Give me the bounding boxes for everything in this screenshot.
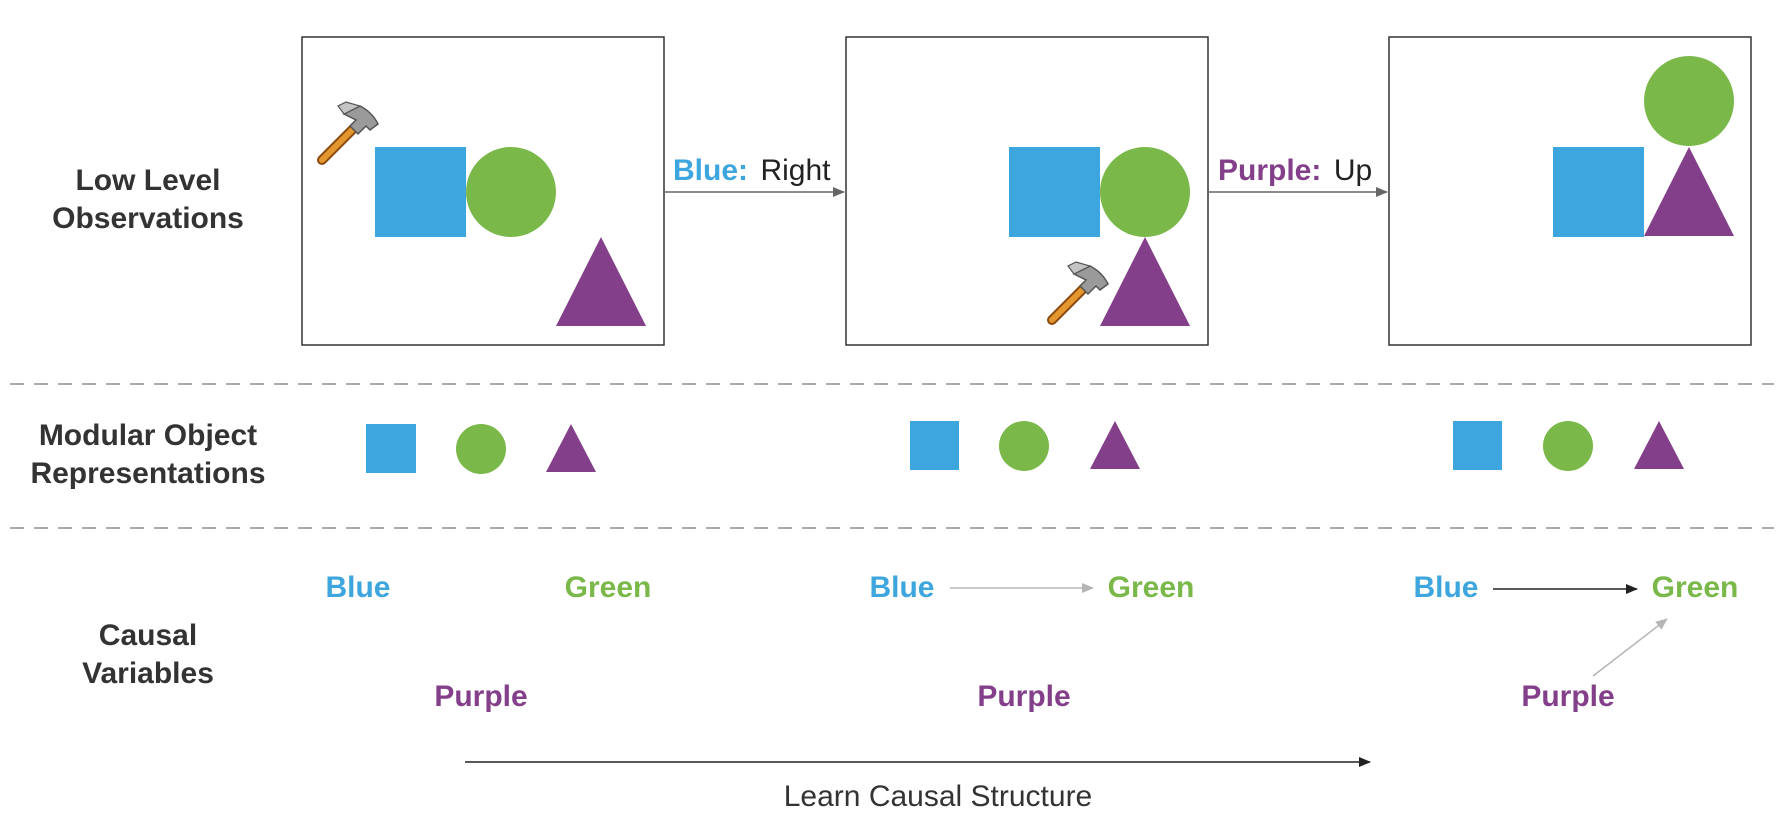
blue-square [375, 147, 466, 237]
row-label-representations-line2: Representations [30, 457, 265, 490]
blue-square [1553, 147, 1644, 237]
variable-green: Green [565, 571, 652, 604]
green-circle [466, 147, 556, 237]
edge-purple-to-green [1592, 618, 1668, 677]
footer-label: Learn Causal Structure [784, 780, 1093, 813]
action-transition-2: Purple: Up [1208, 154, 1388, 197]
variable-green: Green [1108, 571, 1195, 604]
causal-graph-1: Blue Green Purple [325, 571, 651, 713]
object-representation-1 [366, 424, 596, 474]
purple-triangle [1634, 421, 1684, 469]
row-label-observations-line1: Low Level [75, 164, 220, 197]
blue-square [1009, 147, 1100, 237]
green-circle [1543, 421, 1593, 471]
green-circle [1100, 147, 1190, 237]
green-circle [456, 424, 506, 474]
action-direction-1: Right [760, 154, 831, 187]
object-representation-3 [1453, 421, 1684, 471]
variable-blue: Blue [1413, 571, 1478, 604]
green-circle [999, 421, 1049, 471]
purple-triangle [556, 237, 646, 326]
observation-frame-1 [301, 36, 665, 346]
variable-blue: Blue [325, 571, 390, 604]
action-transition-1: Blue: Right [664, 154, 845, 197]
causal-graph-3: Blue Green Purple [1413, 571, 1738, 713]
purple-triangle [546, 424, 596, 472]
purple-triangle [1090, 421, 1140, 469]
variable-purple: Purple [977, 680, 1070, 713]
variable-purple: Purple [1521, 680, 1614, 713]
green-circle [1644, 56, 1734, 146]
blue-square [910, 421, 959, 470]
action-color-1: Blue: [673, 154, 748, 187]
blue-square [366, 424, 416, 473]
object-representation-2 [910, 421, 1140, 471]
row-label-causal-line2: Variables [82, 657, 214, 690]
observation-frame-2 [845, 36, 1209, 346]
purple-triangle [1100, 237, 1190, 326]
action-label-2: Purple: Up [1218, 154, 1372, 187]
action-direction-2: Up [1334, 154, 1372, 187]
action-label-1: Blue: Right [673, 154, 831, 187]
row-label-causal-line1: Causal [99, 619, 197, 652]
variable-blue: Blue [869, 571, 934, 604]
causal-graph-2: Blue Green Purple [869, 571, 1194, 713]
variable-green: Green [1652, 571, 1739, 604]
purple-triangle [1644, 147, 1734, 236]
blue-square [1453, 421, 1502, 470]
row-label-observations-line2: Observations [52, 202, 244, 235]
action-color-2: Purple: [1218, 154, 1321, 187]
variable-purple: Purple [434, 680, 527, 713]
observation-frame-3 [1388, 36, 1752, 346]
row-label-representations-line1: Modular Object [39, 419, 257, 452]
